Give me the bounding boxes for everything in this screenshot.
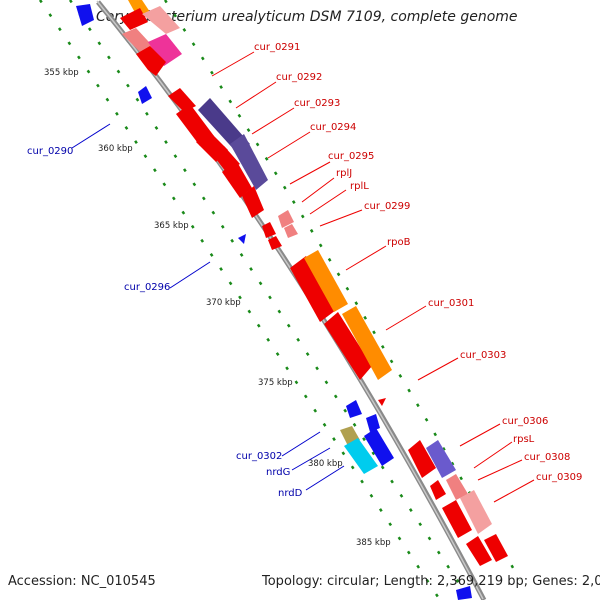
- gene-block: [278, 210, 294, 228]
- gene-block: [426, 440, 456, 478]
- label-connectors: [71, 51, 535, 503]
- gene-label: cur_0299: [364, 201, 410, 212]
- gene-block: [430, 480, 446, 500]
- kbp-label: 365 kbp: [154, 221, 189, 231]
- gene-block: [344, 438, 378, 474]
- gene-label: rplL: [350, 181, 369, 192]
- gene-block: [484, 534, 508, 562]
- reverse-gene-labels: cur_0290 cur_0296 cur_0302 nrdG nrdD: [27, 146, 303, 499]
- gene-block: [76, 4, 94, 26]
- genome-backbone: [96, 0, 487, 600]
- tick-tracks: [38, 0, 522, 600]
- gene-block: [284, 224, 298, 238]
- accession-text: Accession: NC_010545: [8, 574, 156, 589]
- kbp-label: 355 kbp: [44, 68, 79, 78]
- gene-label: nrdD: [278, 488, 303, 499]
- gene-block: [466, 536, 492, 566]
- gene-label: rpoB: [387, 237, 411, 248]
- gene-label: cur_0309: [536, 472, 582, 483]
- gene-block: [304, 250, 348, 312]
- gene-label: cur_0301: [428, 298, 474, 309]
- gene-block: [242, 186, 264, 218]
- gene-label: cur_0290: [27, 146, 73, 157]
- gene-label: cur_0294: [310, 122, 356, 133]
- gene-block: [378, 398, 386, 406]
- gene-block: [342, 306, 392, 380]
- gene-block: [176, 104, 214, 146]
- gene-label: nrdG: [266, 467, 290, 478]
- gene-block: [456, 586, 472, 600]
- gene-block: [364, 428, 394, 466]
- gene-label: cur_0306: [502, 416, 548, 427]
- gene-block: [238, 234, 246, 244]
- gene-block: [324, 312, 372, 380]
- kbp-label: 360 kbp: [98, 144, 133, 154]
- gene-block: [442, 500, 472, 538]
- gene-block: [222, 160, 252, 198]
- gene-block: [268, 236, 282, 250]
- gene-label: rplJ: [336, 168, 352, 179]
- forward-gene-labels: cur_0291 cur_0292 cur_0293 cur_0294 cur_…: [254, 42, 582, 483]
- gene-label: cur_0303: [460, 350, 506, 361]
- kbp-label: 380 kbp: [308, 459, 343, 469]
- gene-label: cur_0295: [328, 151, 374, 162]
- gene-block: [230, 134, 268, 190]
- gene-block: [290, 256, 336, 322]
- kbp-label: 370 kbp: [206, 298, 241, 308]
- gene-label: cur_0291: [254, 42, 300, 53]
- gene-label: cur_0292: [276, 72, 322, 83]
- gene-label: rpsL: [513, 434, 535, 445]
- gene-block: [120, 8, 148, 30]
- gene-block: [460, 490, 492, 534]
- gene-label: cur_0293: [294, 98, 340, 109]
- kbp-scale-labels: 355 kbp 360 kbp 365 kbp 370 kbp 375 kbp …: [44, 68, 391, 548]
- gene-block: [408, 440, 436, 478]
- gene-block: [366, 414, 380, 432]
- gene-label: cur_0302: [236, 451, 282, 462]
- gene-block: [148, 34, 182, 66]
- gene-block: [136, 46, 166, 76]
- topology-text: Topology: circular; Length: 2,369,219 bp…: [262, 574, 600, 589]
- forward-genes: [120, 0, 508, 566]
- kbp-label: 385 kbp: [356, 538, 391, 548]
- gene-block: [446, 474, 468, 500]
- gene-block: [138, 86, 152, 104]
- reverse-genes: [76, 4, 472, 600]
- kbp-label: 375 kbp: [258, 378, 293, 388]
- gene-block: [142, 6, 180, 34]
- gene-block: [346, 400, 362, 418]
- gene-block: [262, 222, 276, 238]
- genome-title: Corynebacterium urealyticum DSM 7109, co…: [96, 9, 518, 25]
- gene-label: cur_0308: [524, 452, 570, 463]
- gene-label: cur_0296: [124, 282, 170, 293]
